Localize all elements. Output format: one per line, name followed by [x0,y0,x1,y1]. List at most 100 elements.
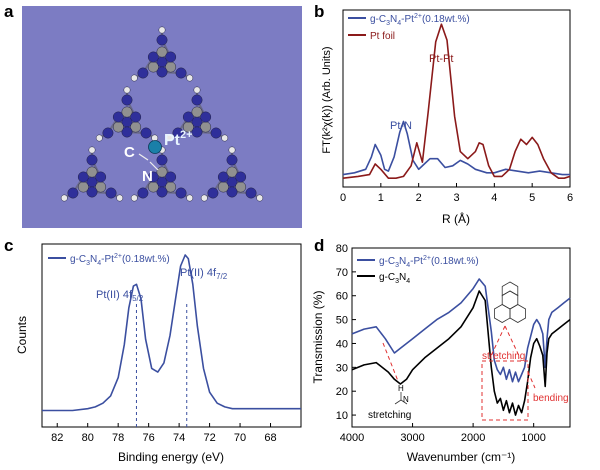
nitrogen-atom [86,186,98,198]
x-tick-label: 70 [234,432,246,444]
nitrogen-atom [137,187,149,199]
nitrogen-atom [156,34,168,46]
hydrogen-atom [60,194,68,202]
panel-b-legend-1: g-C3N4-Pt2+(0.18wt.%) [370,13,470,27]
panel-b-annotation-ptpt: Pt-Pt [429,53,453,65]
y-tick-label: 10 [336,410,348,422]
nitrogen-label: N [142,168,153,185]
x-tick-label: 72 [203,432,215,444]
panel-b-letter: b [314,2,324,21]
panel-c-series [42,254,301,427]
panel-a-letter: a [4,2,14,21]
hydrogen-atom [130,74,138,82]
carbon-atom [86,166,98,178]
carbon-atom [191,106,203,118]
x-tick-label: 3000 [400,432,424,444]
x-tick-label: 74 [173,432,185,444]
nitrogen-atom [175,187,187,199]
panel-b-annotation-ptn: Pt-N [390,120,412,132]
nitrogen-atom [121,126,133,138]
panel-d-frame [351,247,571,428]
panel-d: d 4000 3000 2000 1000 10 20 30 40 50 60 70 80 Trans… [311,236,571,464]
hydrogen-atom [123,86,131,94]
panel-d-legend-2: g-C3N4 [379,272,410,285]
nitrogen-atom [77,171,89,183]
nitrogen-atom [67,187,79,199]
nitrogen-atom [235,171,247,183]
nitrogen-atom [172,127,184,139]
nitrogen-atom [147,171,159,183]
panel-d-legend-1: g-C3N4-Pt2+(0.18wt.%) [379,255,479,269]
carbon-atom [147,61,159,73]
x-tick-label: 4000 [340,432,364,444]
y-tick-label: 50 [336,315,348,327]
panel-c-annotation-4f52: Pt(II) 4f5/2 [96,289,144,303]
nitrogen-atom [147,51,159,63]
x-tick-label: 76 [143,432,155,444]
nitrogen-atom [245,187,257,199]
panel-c-annotation-4f72: Pt(II) 4f7/2 [180,267,228,281]
x-tick-label: 0 [340,192,346,204]
panel-d-xlabel: Wavenumber (cm⁻¹) [407,450,516,464]
nitrogen-atom [121,94,133,106]
nitrogen-atom [156,186,168,198]
series-line-1 [42,254,301,412]
panel-c: c 82 80 78 76 74 72 70 68 Counts Binding energy… [4,236,302,464]
series-line-1 [342,120,570,176]
nitrogen-atom [165,171,177,183]
nitrogen-atom [86,154,98,166]
nitrogen-atom [95,171,107,183]
hydrogen-atom [158,26,166,34]
panel-b-ylabel: FT(k²χ(k)) (Arb. Units) [321,46,333,153]
y-tick-label: 20 [336,386,348,398]
panel-d-ticks: 4000 3000 2000 1000 10 20 30 40 50 60 70 80 [336,243,546,444]
carbon-atom [226,166,238,178]
heptazine-structure-icon [493,281,527,323]
nitrogen-atom [175,67,187,79]
nitrogen-atom [191,126,203,138]
stretching-arrow-2 [504,325,521,359]
panel-c-x-ticks: 82 80 78 76 74 72 70 68 [51,423,277,444]
panel-d-annotation-bending: bending [533,393,569,404]
panel-c-legend-1: g-C3N4-Pt2+(0.18wt.%) [70,253,170,267]
carbon-atom [121,106,133,118]
series-line-1 [351,278,571,383]
panel-d-annotation-stretching-nh: stretching [368,410,411,421]
stretching-arrow-1 [489,325,506,359]
hydrogen-atom [186,194,194,202]
hydrogen-atom [186,74,194,82]
panel-d-ylabel: Transmission (%) [311,291,325,384]
x-tick-label: 82 [51,432,63,444]
platinum-atom [148,140,162,154]
nitrogen-atom [210,127,222,139]
nitrogen-atom [156,154,168,166]
hydrogen-atom [116,194,124,202]
x-tick-label: 5 [529,192,535,204]
series-line-2 [342,23,571,179]
x-tick-label: 80 [82,432,94,444]
x-tick-label: 78 [112,432,124,444]
carbon-atom [156,166,168,178]
amine-nh-icon: H N [394,384,409,405]
y-tick-label: 30 [336,362,348,374]
x-tick-label: 68 [264,432,276,444]
panel-c-letter: c [4,236,13,255]
carbon-atom [112,121,124,133]
carbon-atom [156,46,168,58]
nitrogen-atom [130,111,142,123]
panel-c-ylabel: Counts [15,316,29,354]
nitrogen-atom [191,94,203,106]
carbon-label: C [124,144,135,161]
nitrogen-atom [105,187,117,199]
nitrogen-atom [165,51,177,63]
nitrogen-atom [112,111,124,123]
bands-highlight-box [481,360,529,421]
x-tick-label: 1 [378,192,384,204]
nitrogen-atom [200,111,212,123]
platinum-label: Pt2+ [164,129,193,149]
nitrogen-atom [137,67,149,79]
nitrogen-atom [156,66,168,78]
nitrogen-atom [226,186,238,198]
